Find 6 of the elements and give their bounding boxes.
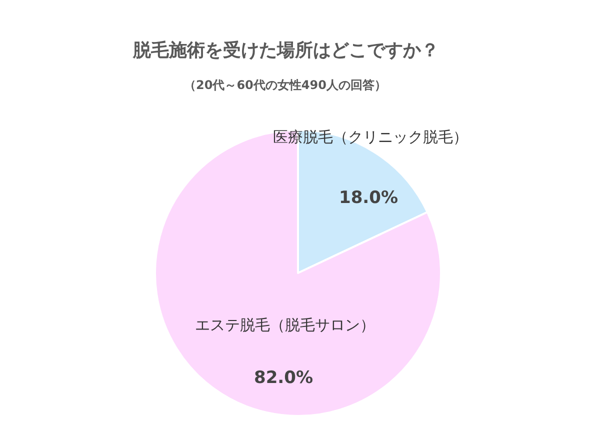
slice-label: 医療脱毛（クリニック脱毛） bbox=[273, 128, 468, 146]
chart-title: 脱毛施術を受けた場所はどこですか？ bbox=[132, 40, 439, 61]
chart-subtitle: （20代～60代の女性490人の回答） bbox=[184, 78, 386, 92]
data-label: 18.0% bbox=[339, 188, 398, 208]
data-label: 82.0% bbox=[254, 368, 313, 388]
slice-label: エステ脱毛（脱毛サロン） bbox=[195, 316, 375, 334]
